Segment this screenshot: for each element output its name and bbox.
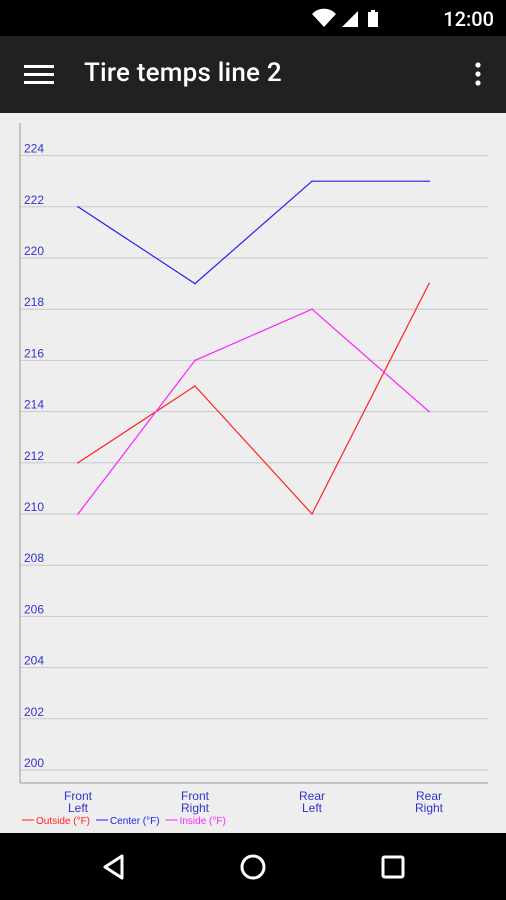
back-icon[interactable] — [96, 849, 132, 885]
data-point-0-3 — [428, 282, 430, 285]
x-tick-label-3: Rear Right — [415, 789, 444, 815]
legend: Outside (°F) Center (°F) Inside (°F) — [22, 816, 226, 827]
page-title: Tire temps line 2 — [84, 58, 282, 88]
y-tick-label-210: 210 — [24, 500, 44, 514]
x-tick-labels: Front Left Front Right Rear Left Rear Right — [64, 789, 444, 815]
data-point-1-1 — [194, 282, 196, 285]
y-tick-label-222: 222 — [24, 193, 44, 207]
y-tick-label-214: 214 — [24, 398, 44, 412]
status-bar: 12:00 — [0, 0, 506, 36]
more-vertical-icon[interactable] — [472, 60, 484, 90]
axes — [19, 123, 488, 784]
data-point-0-2 — [311, 513, 313, 515]
y-tick-label-208: 208 — [24, 551, 44, 565]
data-point-2-3 — [428, 410, 430, 413]
chart-container: 200 202 204 206 208 210 212 214 216 218 220 222 224 … — [0, 113, 506, 833]
y-tick-label-216: 216 — [24, 346, 44, 360]
y-tick-label-204: 204 — [24, 654, 44, 668]
y-tick-label-200: 200 — [24, 756, 44, 770]
y-tick-labels: 200 202 204 206 208 210 212 214 216 218 220 222 224 — [24, 142, 44, 770]
status-icons — [312, 8, 378, 28]
data-point-2-0 — [77, 513, 79, 515]
x-tick-label-0: Front Left — [64, 789, 93, 815]
y-tick-label-220: 220 — [24, 244, 44, 258]
data-point-0-0 — [77, 462, 79, 464]
hamburger-menu-icon[interactable] — [24, 62, 56, 88]
series-line-0 — [77, 283, 430, 516]
y-tick-label-218: 218 — [24, 295, 44, 309]
battery-icon — [368, 10, 378, 27]
legend-label-0: Outside (°F) — [36, 816, 90, 827]
y-tick-label-206: 206 — [24, 602, 44, 616]
data-point-1-2 — [311, 180, 313, 182]
y-tick-label-224: 224 — [24, 142, 44, 156]
data-point-1-3 — [428, 180, 430, 182]
series-line-2 — [77, 308, 430, 515]
y-tick-label-212: 212 — [24, 449, 44, 463]
legend-label-2: Inside (°F) — [180, 816, 226, 827]
series-line-1 — [77, 180, 429, 285]
data-point-1-0 — [77, 206, 79, 208]
status-time: 12:00 — [443, 7, 494, 31]
home-icon[interactable] — [235, 849, 271, 885]
y-tick-label-202: 202 — [24, 705, 44, 719]
cell-signal-icon — [342, 11, 358, 27]
legend-label-1: Center (°F) — [110, 816, 160, 827]
data-point-2-1 — [194, 359, 196, 362]
tire-temps-line-chart: 200202204206208210212214216218220222224 … — [19, 123, 488, 827]
series-lines — [77, 180, 430, 516]
app-bar: Tire temps line 2 — [0, 36, 506, 113]
grid-lines — [20, 155, 488, 771]
recents-icon[interactable] — [375, 849, 411, 885]
data-point-2-2 — [311, 308, 313, 310]
x-tick-label-1: Front Right — [181, 789, 210, 815]
navigation-bar — [0, 833, 506, 900]
x-tick-label-2: Rear Left — [299, 789, 325, 815]
data-point-0-1 — [194, 385, 196, 387]
wifi-icon — [312, 8, 336, 28]
